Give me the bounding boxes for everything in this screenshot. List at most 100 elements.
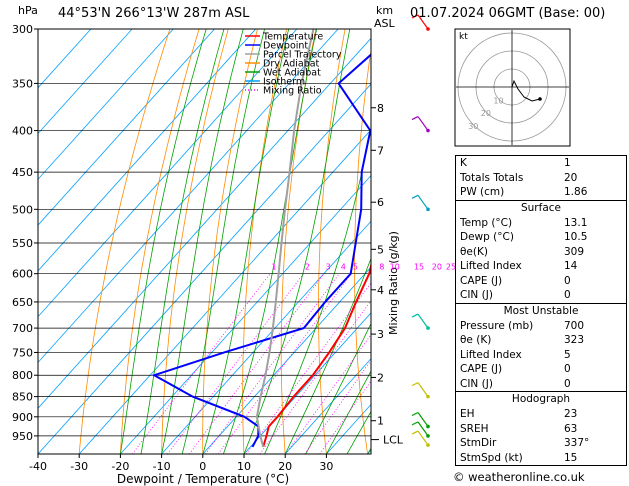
hodograph-trace bbox=[511, 79, 541, 102]
series-dewpoint bbox=[151, 53, 371, 448]
wind-barb-flag bbox=[411, 430, 419, 435]
hodograph-ring-label: 30 bbox=[468, 122, 478, 131]
wind-barb bbox=[417, 194, 429, 210]
unstable-row: CIN (J) 0 bbox=[456, 377, 626, 392]
isotherm-line bbox=[38, 29, 298, 318]
hpa-label: hPa bbox=[18, 4, 38, 17]
legend-entry: Mixing Ratio bbox=[263, 86, 322, 97]
wet-adiabat bbox=[326, 370, 371, 454]
hodograph-label: StmSpd (kt) bbox=[460, 451, 523, 464]
isotherm-line bbox=[38, 37, 371, 409]
hodograph-ring-label: 20 bbox=[481, 109, 491, 118]
surface-row: CIN (J) 0 bbox=[456, 288, 626, 303]
pressure-tick-label: 850 bbox=[12, 391, 33, 404]
wind-barb-dot bbox=[426, 424, 430, 429]
pressure-tick-label: 300 bbox=[12, 23, 33, 36]
surface-row: Lifted Index 14 bbox=[456, 259, 626, 274]
k-index-label: K bbox=[460, 157, 467, 169]
mixing-ratio-axis-label: Mixing Ratio (g/kg) bbox=[387, 231, 400, 335]
temp-tick-label: 20 bbox=[278, 460, 292, 473]
mixing-ratio-line bbox=[167, 273, 304, 454]
unstable-value: 323 bbox=[564, 334, 585, 346]
temp-tick-label: -10 bbox=[153, 460, 171, 473]
wind-barb bbox=[417, 14, 429, 30]
pw-value: 1.86 bbox=[564, 186, 588, 198]
pressure-tick-label: 650 bbox=[12, 296, 33, 309]
mixing-ratio-line bbox=[304, 359, 371, 454]
dry-adiabat bbox=[78, 29, 171, 454]
surface-label: Lifted Index bbox=[460, 260, 522, 272]
unstable-row: Pressure (mb) 700 bbox=[456, 319, 626, 334]
location-title: 44°53'N 266°13'W 287m ASL bbox=[58, 6, 250, 21]
pressure-tick-label: 950 bbox=[12, 430, 33, 443]
unstable-label: Pressure (mb) bbox=[460, 319, 534, 332]
temp-tick-label: -40 bbox=[29, 460, 47, 473]
hodograph-rows: EH 23 SREH 63 StmDir 337° StmSpd (kt) 15 bbox=[456, 407, 626, 465]
pressure-tick-label: 900 bbox=[12, 411, 33, 424]
isotherm-line bbox=[78, 129, 371, 454]
unstable-label: θe (K) bbox=[460, 334, 492, 346]
km-tick-label: 6 bbox=[377, 196, 384, 209]
series-parcel-trajectory bbox=[255, 29, 315, 448]
wind-barb-flag bbox=[411, 411, 419, 417]
unstable-rows: Pressure (mb) 700 θe (K) 323 Lifted Index 5 CA… bbox=[456, 319, 626, 392]
hodograph-label: SREH bbox=[460, 422, 489, 435]
pw-label: PW (cm) bbox=[460, 186, 505, 198]
km-tick-label: 5 bbox=[377, 243, 384, 256]
dry-adiabat bbox=[120, 29, 200, 454]
wind-barb-dot bbox=[426, 434, 430, 438]
totals-label: Totals Totals bbox=[460, 171, 524, 184]
wind-barb-flag bbox=[411, 313, 419, 318]
km-tick-label: 4 bbox=[377, 284, 384, 297]
wind-barb-flag bbox=[411, 116, 419, 121]
totals-value: 20 bbox=[564, 171, 578, 184]
mixing-ratio-value-label: 20 bbox=[432, 263, 442, 272]
pressure-tick-label: 600 bbox=[12, 268, 33, 281]
legend-entry: Temperature bbox=[262, 32, 323, 43]
surface-label: CAPE (J) bbox=[460, 274, 503, 287]
mixing-ratio-line bbox=[204, 273, 340, 454]
unstable-row: θe (K) 323 bbox=[456, 333, 626, 348]
hodograph-value: 63 bbox=[564, 422, 578, 435]
isotherm-line bbox=[284, 358, 371, 454]
footer-credit: © weatheronline.co.uk bbox=[453, 470, 585, 484]
asl-label: ASL bbox=[374, 17, 395, 30]
temp-tick-label: 30 bbox=[319, 460, 333, 473]
mixing-ratio-value-label: 15 bbox=[414, 263, 424, 272]
hodograph-row: StmDir 337° bbox=[456, 436, 626, 451]
isotherm-line bbox=[38, 29, 215, 226]
mixing-ratio-value-label: 25 bbox=[446, 263, 456, 272]
mixing-ratio-value-label: 5 bbox=[353, 263, 358, 272]
mixing-ratio-value-label: 4 bbox=[341, 263, 346, 272]
surface-label: Dewp (°C) bbox=[460, 231, 514, 243]
legend-entry: Isotherm bbox=[263, 77, 305, 88]
surface-label: θe(K) bbox=[460, 245, 488, 258]
km-tick-label: 2 bbox=[377, 371, 384, 384]
legend-entry: Parcel Trajectory bbox=[263, 50, 342, 61]
isotherm-line bbox=[38, 83, 371, 454]
surface-label: Temp (°C) bbox=[460, 216, 513, 229]
isotherm-line bbox=[38, 29, 133, 135]
wet-adiabat bbox=[181, 29, 265, 454]
hodograph-label: EH bbox=[460, 408, 475, 420]
pressure-tick-label: 750 bbox=[12, 346, 33, 359]
surface-value: 0 bbox=[564, 274, 571, 287]
wind-barb-flag bbox=[411, 421, 419, 426]
surface-value: 13.1 bbox=[564, 216, 588, 229]
hodograph-value: 23 bbox=[564, 408, 578, 420]
dry-adiabat bbox=[161, 29, 229, 454]
mixing-ratio-value-label: 10 bbox=[390, 263, 400, 272]
surface-value: 0 bbox=[564, 289, 571, 301]
unstable-value: 700 bbox=[564, 319, 585, 332]
wind-barb-flag bbox=[411, 194, 419, 199]
isotherm-line bbox=[120, 174, 371, 454]
dry-adiabat bbox=[318, 29, 346, 454]
mixing-ratio-value-label: 3 bbox=[326, 263, 331, 272]
unstable-label: Lifted Index bbox=[460, 348, 522, 361]
wind-barb-flag bbox=[411, 382, 419, 387]
hodograph-label: StmDir bbox=[460, 437, 497, 449]
pressure-tick-label: 350 bbox=[12, 77, 33, 90]
mixing-ratio-value-label: 1 bbox=[272, 263, 277, 272]
hodograph-value: 15 bbox=[564, 451, 578, 464]
temp-tick-label: 0 bbox=[199, 460, 206, 473]
